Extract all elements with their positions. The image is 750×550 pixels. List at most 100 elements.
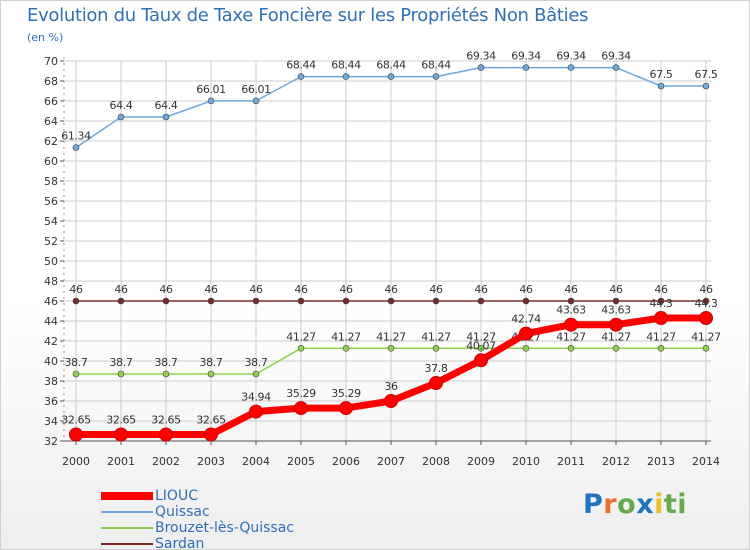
data-point: [384, 394, 398, 408]
data-label: 46: [384, 283, 398, 296]
legend-item: LIOUC: [101, 488, 294, 504]
data-label: 36: [384, 380, 398, 393]
legend-swatch: [101, 511, 153, 513]
data-label: 35.29: [331, 387, 361, 400]
logo-letter: ti: [663, 489, 688, 520]
data-label: 69.34: [601, 50, 631, 63]
data-point: [612, 344, 620, 352]
legend-swatch: [101, 492, 153, 500]
x-tick-label: 2000: [62, 455, 90, 468]
x-tick-label: 2009: [467, 455, 495, 468]
legend-swatch: [101, 543, 153, 545]
series-brouzet-l-s-quissac: 38.7 38.7 38.7 38.7 38.7 41.27 41.27 41.27 41.27…: [65, 330, 722, 378]
data-point: [432, 344, 440, 352]
data-point: [114, 427, 128, 442]
x-tick-label: 2014: [692, 455, 720, 468]
legend-swatch: [101, 527, 153, 529]
legend-item: Brouzet-lès-Quissac: [101, 520, 294, 536]
data-label: 44.3: [695, 297, 718, 310]
data-point: [432, 73, 440, 80]
data-point: [522, 297, 530, 305]
x-tick-label: 2007: [377, 455, 405, 468]
x-tick-label: 2011: [557, 455, 585, 468]
data-point: [252, 97, 260, 105]
y-tick-label: 44: [44, 315, 58, 328]
y-tick-label: 48: [44, 275, 58, 288]
x-tick-label: 2001: [107, 455, 135, 468]
data-label: 35.29: [286, 387, 316, 400]
data-point: [387, 344, 395, 352]
data-point: [339, 401, 353, 416]
y-tick-label: 64: [44, 115, 58, 128]
data-point: [429, 376, 443, 390]
data-point: [297, 344, 305, 352]
x-tick-label: 2010: [512, 455, 540, 468]
y-tick-label: 62: [44, 135, 58, 148]
data-point: [297, 73, 305, 80]
data-point: [657, 344, 665, 352]
data-point: [612, 297, 620, 305]
data-point: [207, 370, 215, 378]
data-point: [702, 344, 710, 352]
data-label: 46: [114, 283, 128, 296]
legend-item: Sardan: [101, 536, 294, 549]
data-label: 69.34: [466, 50, 496, 63]
data-label: 41.27: [286, 330, 316, 343]
data-label: 46: [159, 283, 173, 296]
y-tick-label: 36: [44, 395, 58, 408]
data-label: 61.34: [61, 130, 91, 143]
chart-legend: LIOUC Quissac Brouzet-lès-Quissac Sardan: [101, 488, 294, 549]
data-label: 41.27: [646, 330, 676, 343]
y-tick-label: 46: [44, 295, 58, 308]
data-point: [567, 64, 575, 71]
data-label: 41.27: [466, 330, 496, 343]
data-label: 46: [474, 283, 488, 296]
data-point: [432, 297, 440, 305]
data-label: 67.5: [650, 68, 673, 81]
data-point: [117, 113, 125, 121]
data-label: 69.34: [556, 50, 586, 63]
data-label: 42.74: [511, 313, 541, 326]
data-point: [702, 82, 710, 90]
logo-letter: o: [617, 489, 637, 520]
data-label: 69.34: [511, 50, 541, 63]
data-label: 46: [204, 283, 218, 296]
data-point: [117, 370, 125, 378]
data-label: 38.7: [65, 356, 88, 369]
data-label: 38.7: [110, 356, 133, 369]
legend-item: Quissac: [101, 504, 294, 520]
y-tick-label: 70: [44, 55, 58, 68]
data-point: [387, 73, 395, 80]
y-tick-label: 32: [44, 435, 58, 448]
data-point: [522, 344, 530, 352]
data-point: [609, 317, 623, 332]
data-label: 46: [519, 283, 533, 296]
data-point: [477, 297, 485, 305]
axes: 32 34 36 38 40 42 44 46 48 50 52 54 56 58 60 62 64 66 68 70…: [44, 55, 720, 468]
data-point: [702, 297, 710, 305]
data-point: [519, 326, 533, 341]
x-tick-label: 2003: [197, 455, 225, 468]
data-label: 34.94: [241, 391, 271, 404]
series-sardan: 46 46 46 46 46 46 46 46 46 46 46 46 46 46 46: [69, 283, 713, 305]
data-point: [294, 401, 308, 416]
data-label: 37.8: [425, 362, 448, 375]
data-label: 68.44: [376, 59, 406, 72]
x-tick-label: 2006: [332, 455, 360, 468]
data-point: [522, 64, 530, 71]
data-point: [657, 82, 665, 90]
data-point: [162, 297, 170, 305]
data-label: 46: [339, 283, 353, 296]
y-tick-label: 38: [44, 375, 58, 388]
data-label: 41.27: [376, 330, 406, 343]
data-label: 38.7: [245, 356, 268, 369]
logo-letter: P: [583, 489, 604, 520]
x-tick-label: 2004: [242, 455, 270, 468]
data-label: 38.7: [155, 356, 178, 369]
data-point: [477, 64, 485, 71]
data-label: 41.27: [421, 330, 451, 343]
data-label: 67.5: [695, 68, 718, 81]
data-label: 66.01: [196, 83, 226, 96]
data-point: [564, 317, 578, 332]
